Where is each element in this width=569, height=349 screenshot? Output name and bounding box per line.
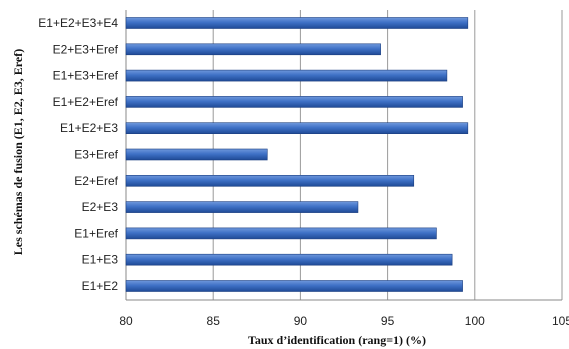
bar-E1+Eref [125,227,437,240]
category-label: E1+E2+E3+E4 [38,16,118,30]
category-label: E2+E3+Eref [53,42,119,56]
category-label: E1+E3+Eref [53,69,119,83]
bar-E1+E2+E3+E4 [125,17,469,29]
x-tick-label: 90 [294,314,308,328]
x-axis-title: Taux d’identification (rang=1) (%) [248,333,426,347]
bars [125,17,469,292]
bar-E2+E3+Eref [125,43,381,56]
bar-E2+Eref [125,175,415,187]
bar-E3+Eref [125,148,268,161]
x-tick-label: 100 [465,314,485,328]
category-label: E1+E2+E3 [60,121,118,135]
category-label: E2+Eref [74,174,118,188]
category-label: E1+Eref [74,226,118,240]
bar-E1+E2 [125,280,463,292]
bar-E1+E2+E3 [125,122,469,134]
category-label: E3+Eref [74,148,118,162]
category-label: E1+E3 [82,253,119,267]
bar-E1+E3 [125,253,453,266]
category-labels: E1+E2+E3+E4 E2+E3+Eref E1+E3+Eref E1+E2+Ere… [38,16,118,293]
category-label: E1+E2 [82,279,119,293]
x-tick-label: 80 [119,314,133,328]
gridlines [125,10,563,301]
category-label: E1+E2+Eref [53,95,119,109]
x-tick-label: 95 [381,314,395,328]
x-tick-labels: 80 85 90 95 100 105 [119,314,569,328]
bar-E2+E3 [125,201,359,213]
x-tick-label: 85 [207,314,221,328]
x-tick-label: 105 [552,314,569,328]
category-label: E2+E3 [82,200,119,214]
bar-E1+E3+Eref [125,69,448,82]
bar-E1+E2+Eref [125,96,463,108]
y-axis-title: Les schémas de fusion (E1, E2, E3, Eref) [11,49,25,255]
